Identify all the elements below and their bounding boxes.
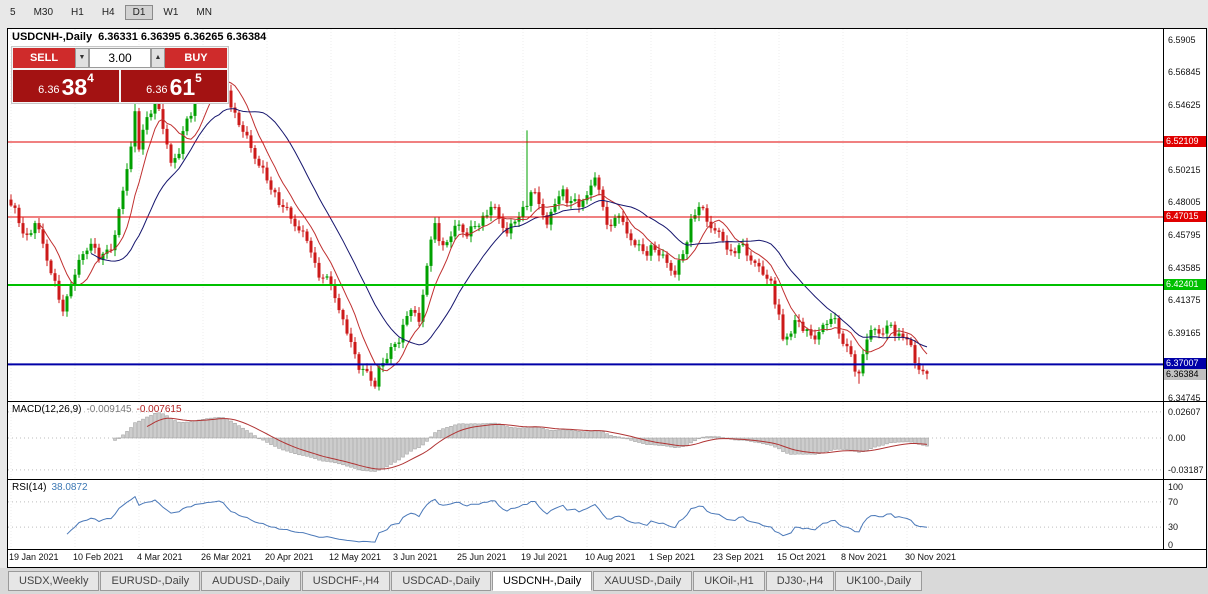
buy-price-prefix: 6.36 [146, 84, 168, 96]
date-axis-label: 25 Jun 2021 [457, 552, 507, 562]
timeframe-button-d1[interactable]: D1 [124, 5, 154, 20]
sell-button[interactable]: SELL [13, 48, 75, 68]
date-axis-label: 19 Jul 2021 [521, 552, 568, 562]
level-price-label: 6.42401 [1164, 279, 1206, 290]
price-axis-tick: 6.54625 [1168, 99, 1201, 110]
main-chart-canvas[interactable] [8, 29, 1163, 406]
price-axis-tick: 6.34745 [1168, 392, 1201, 403]
timeframe-button-h4[interactable]: H4 [101, 7, 115, 18]
macd-indicator-label: MACD(12,26,9) -0.009145 -0.007615 [12, 404, 182, 415]
one-click-trading-panel: SELL ▼ 3.00 ▲ BUY 6.36 38 4 6.36 61 5 [11, 46, 229, 104]
rsi-panel-canvas[interactable] [8, 480, 1163, 554]
level-price-label: 6.52109 [1164, 136, 1206, 147]
sell-price-prefix: 6.36 [38, 84, 60, 96]
level-price-label: 6.37007 [1164, 358, 1206, 369]
buy-price-pip-digit: 5 [195, 71, 202, 85]
macd-panel-canvas[interactable] [8, 402, 1163, 484]
tab-usdcad-daily[interactable]: USDCAD-,Daily [391, 571, 491, 591]
tab-eurusd-daily[interactable]: EURUSD-,Daily [100, 571, 201, 591]
rsi-axis-tick: 70 [1168, 496, 1179, 507]
tab-xauusd-daily[interactable]: XAUUSD-,Daily [593, 571, 693, 591]
price-axis-tick: 6.41375 [1168, 295, 1201, 306]
chart-title: USDCNH-,Daily 6.36331 6.36395 6.36265 6.3… [12, 31, 266, 43]
date-axis-label: 12 May 2021 [329, 552, 382, 562]
date-axis-label: 15 Oct 2021 [777, 552, 827, 562]
level-price-label: 6.47015 [1164, 211, 1206, 222]
macd-axis-tick: -0.03187 [1168, 464, 1204, 475]
buy-button[interactable]: BUY [165, 48, 227, 68]
date-axis-separator [8, 549, 1206, 550]
date-axis-label: 23 Sep 2021 [713, 552, 765, 562]
volume-input[interactable]: 3.00 [89, 48, 151, 68]
rsi-axis-tick: 0 [1168, 540, 1174, 550]
price-axis-tick: 6.50215 [1168, 164, 1201, 175]
buy-price-big-digits: 61 [169, 74, 196, 100]
volume-increase-button[interactable]: ▲ [151, 48, 165, 68]
timeframe-button-w1[interactable]: W1 [163, 7, 179, 18]
sell-price-big-digits: 38 [61, 74, 88, 100]
date-axis-label: 19 Jan 2021 [9, 552, 59, 562]
chart-symbol-period: USDCNH-,Daily [12, 31, 93, 43]
date-axis-label: 1 Sep 2021 [649, 552, 696, 562]
price-axis-tick: 6.5905 [1168, 34, 1196, 45]
current-price-label: 6.36384 [1164, 369, 1206, 380]
price-axis-tick: 6.56845 [1168, 67, 1201, 78]
tab-usdchf-h4[interactable]: USDCHF-,H4 [301, 571, 391, 591]
date-axis-label: 10 Feb 2021 [73, 552, 124, 562]
chart-frame: USDCNH-,Daily 6.36331 6.36395 6.36265 6.3… [7, 28, 1207, 568]
date-axis-label: 20 Apr 2021 [265, 552, 314, 562]
date-axis-label: 30 Nov 2021 [905, 552, 957, 562]
tab-dj30-h4[interactable]: DJ30-,H4 [765, 571, 835, 591]
price-axis-tick: 6.48005 [1168, 197, 1201, 208]
tab-usdx-weekly[interactable]: USDX,Weekly [8, 571, 100, 591]
timeframe-button-5[interactable]: 5 [10, 7, 16, 18]
macd-signal-value: -0.007615 [136, 404, 182, 415]
rsi-value: 38.0872 [51, 482, 88, 493]
date-axis-label: 3 Jun 2021 [393, 552, 438, 562]
date-axis-label: 8 Nov 2021 [841, 552, 888, 562]
timeframe-button-mn[interactable]: MN [196, 7, 212, 18]
date-axis-label: 26 Mar 2021 [201, 552, 252, 562]
date-axis-label: 4 Mar 2021 [137, 552, 183, 562]
price-axis-tick: 6.39165 [1168, 327, 1201, 338]
macd-main-value: -0.009145 [86, 404, 132, 415]
buy-price-display[interactable]: 6.36 61 5 [121, 70, 227, 102]
macd-axis-tick: 0.02607 [1168, 406, 1201, 417]
tab-audusd-daily[interactable]: AUDUSD-,Daily [201, 571, 301, 591]
volume-decrease-button[interactable]: ▼ [75, 48, 89, 68]
sell-price-pip-digit: 4 [87, 71, 94, 85]
date-axis-label: 10 Aug 2021 [585, 552, 636, 562]
timeframe-button-h1[interactable]: H1 [71, 7, 84, 18]
macd-panel-separator[interactable] [8, 401, 1206, 402]
macd-name: MACD(12,26,9) [12, 404, 82, 415]
tab-uk100-daily[interactable]: UK100-,Daily [835, 571, 923, 591]
sell-price-display[interactable]: 6.36 38 4 [13, 70, 119, 102]
timeframe-toolbar: 5 M30 H1 H4 D1 W1 MN [0, 0, 1208, 28]
tab-usdcnh-daily[interactable]: USDCNH-,Daily [491, 571, 593, 591]
chart-ohlc-values: 6.36331 6.36395 6.36265 6.36384 [98, 31, 267, 43]
tab-ukoil-h1[interactable]: UKOil-,H1 [693, 571, 765, 591]
rsi-axis-tick: 30 [1168, 522, 1179, 533]
rsi-panel-separator[interactable] [8, 479, 1206, 480]
rsi-axis-tick: 100 [1168, 482, 1184, 492]
rsi-indicator-label: RSI(14) 38.0872 [12, 482, 88, 493]
price-axis-tick: 6.45795 [1168, 229, 1201, 240]
price-axis-tick: 6.43585 [1168, 262, 1201, 273]
price-axis-line [1163, 29, 1164, 549]
timeframe-button-m30[interactable]: M30 [33, 7, 54, 18]
rsi-name: RSI(14) [12, 482, 47, 493]
chart-tab-bar: USDX,Weekly EURUSD-,Daily AUDUSD-,Daily USD… [0, 568, 1208, 594]
macd-axis-tick: 0.00 [1168, 433, 1186, 443]
